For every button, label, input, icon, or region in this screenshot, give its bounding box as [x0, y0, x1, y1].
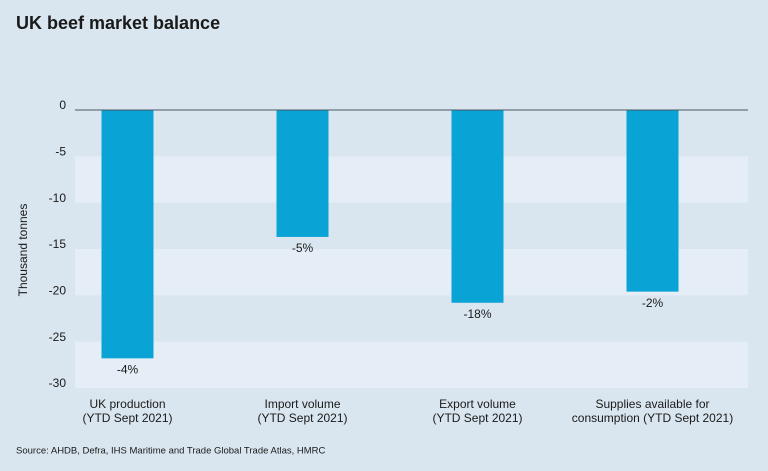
y-tick-label: 0 [59, 98, 66, 112]
y-tick-label: -20 [49, 284, 67, 298]
bar-label: -5% [292, 241, 314, 255]
bar [101, 110, 154, 359]
x-tick-label: (YTD Sept 2021) [82, 411, 172, 425]
grid-band [75, 341, 748, 388]
bar-label: -18% [463, 307, 491, 321]
bar [626, 110, 679, 292]
source: Source: AHDB, Defra, IHS Maritime and Tr… [16, 446, 326, 457]
bar [276, 110, 329, 237]
x-tick-label: Export volume [439, 397, 516, 411]
x-tick-label: (YTD Sept 2021) [432, 411, 522, 425]
y-tick-label: -15 [49, 237, 67, 251]
y-tick-label: -25 [49, 330, 67, 344]
y-axis-label: Thousand tonnes [16, 204, 30, 297]
x-tick-label: consumption (YTD Sept 2021) [572, 411, 733, 425]
bar-label: -4% [117, 363, 139, 377]
x-tick-label: Import volume [264, 397, 340, 411]
x-tick-label: UK production [89, 397, 165, 411]
y-tick-label: -5 [55, 145, 66, 159]
y-tick-label: -10 [49, 191, 67, 205]
bar [451, 110, 504, 303]
y-tick-label: -30 [49, 376, 67, 390]
bar-label: -2% [642, 296, 664, 310]
x-tick-label: (YTD Sept 2021) [257, 411, 347, 425]
x-tick-label: Supplies available for [595, 397, 709, 411]
chart-title: UK beef market balance [16, 13, 220, 33]
